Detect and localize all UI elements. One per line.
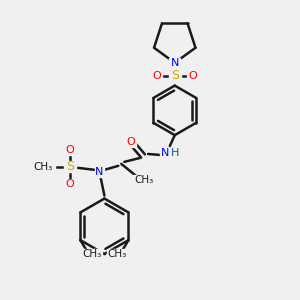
Text: O: O: [153, 71, 161, 81]
Bar: [126, 137, 136, 147]
Bar: [64, 161, 76, 172]
Text: CH₃: CH₃: [83, 249, 102, 259]
Bar: [82, 249, 102, 259]
Text: CH₃: CH₃: [134, 175, 154, 185]
Bar: [187, 71, 198, 81]
Bar: [31, 162, 55, 172]
Text: S: S: [66, 160, 74, 173]
Bar: [133, 175, 155, 185]
Text: N: N: [171, 58, 179, 68]
Text: O: O: [65, 179, 74, 189]
Text: O: O: [65, 145, 74, 155]
Bar: [169, 70, 181, 81]
Bar: [107, 249, 127, 259]
Bar: [169, 58, 180, 68]
Text: N: N: [95, 167, 104, 177]
Bar: [152, 71, 162, 81]
Bar: [160, 148, 170, 158]
Text: O: O: [127, 137, 136, 147]
Text: CH₃: CH₃: [33, 162, 52, 172]
Text: N: N: [161, 148, 169, 158]
Bar: [94, 167, 104, 177]
Bar: [65, 179, 75, 189]
Text: O: O: [188, 71, 197, 81]
Bar: [65, 145, 75, 155]
Text: CH₃: CH₃: [107, 249, 126, 259]
Text: S: S: [171, 69, 179, 82]
Text: H: H: [171, 148, 179, 158]
